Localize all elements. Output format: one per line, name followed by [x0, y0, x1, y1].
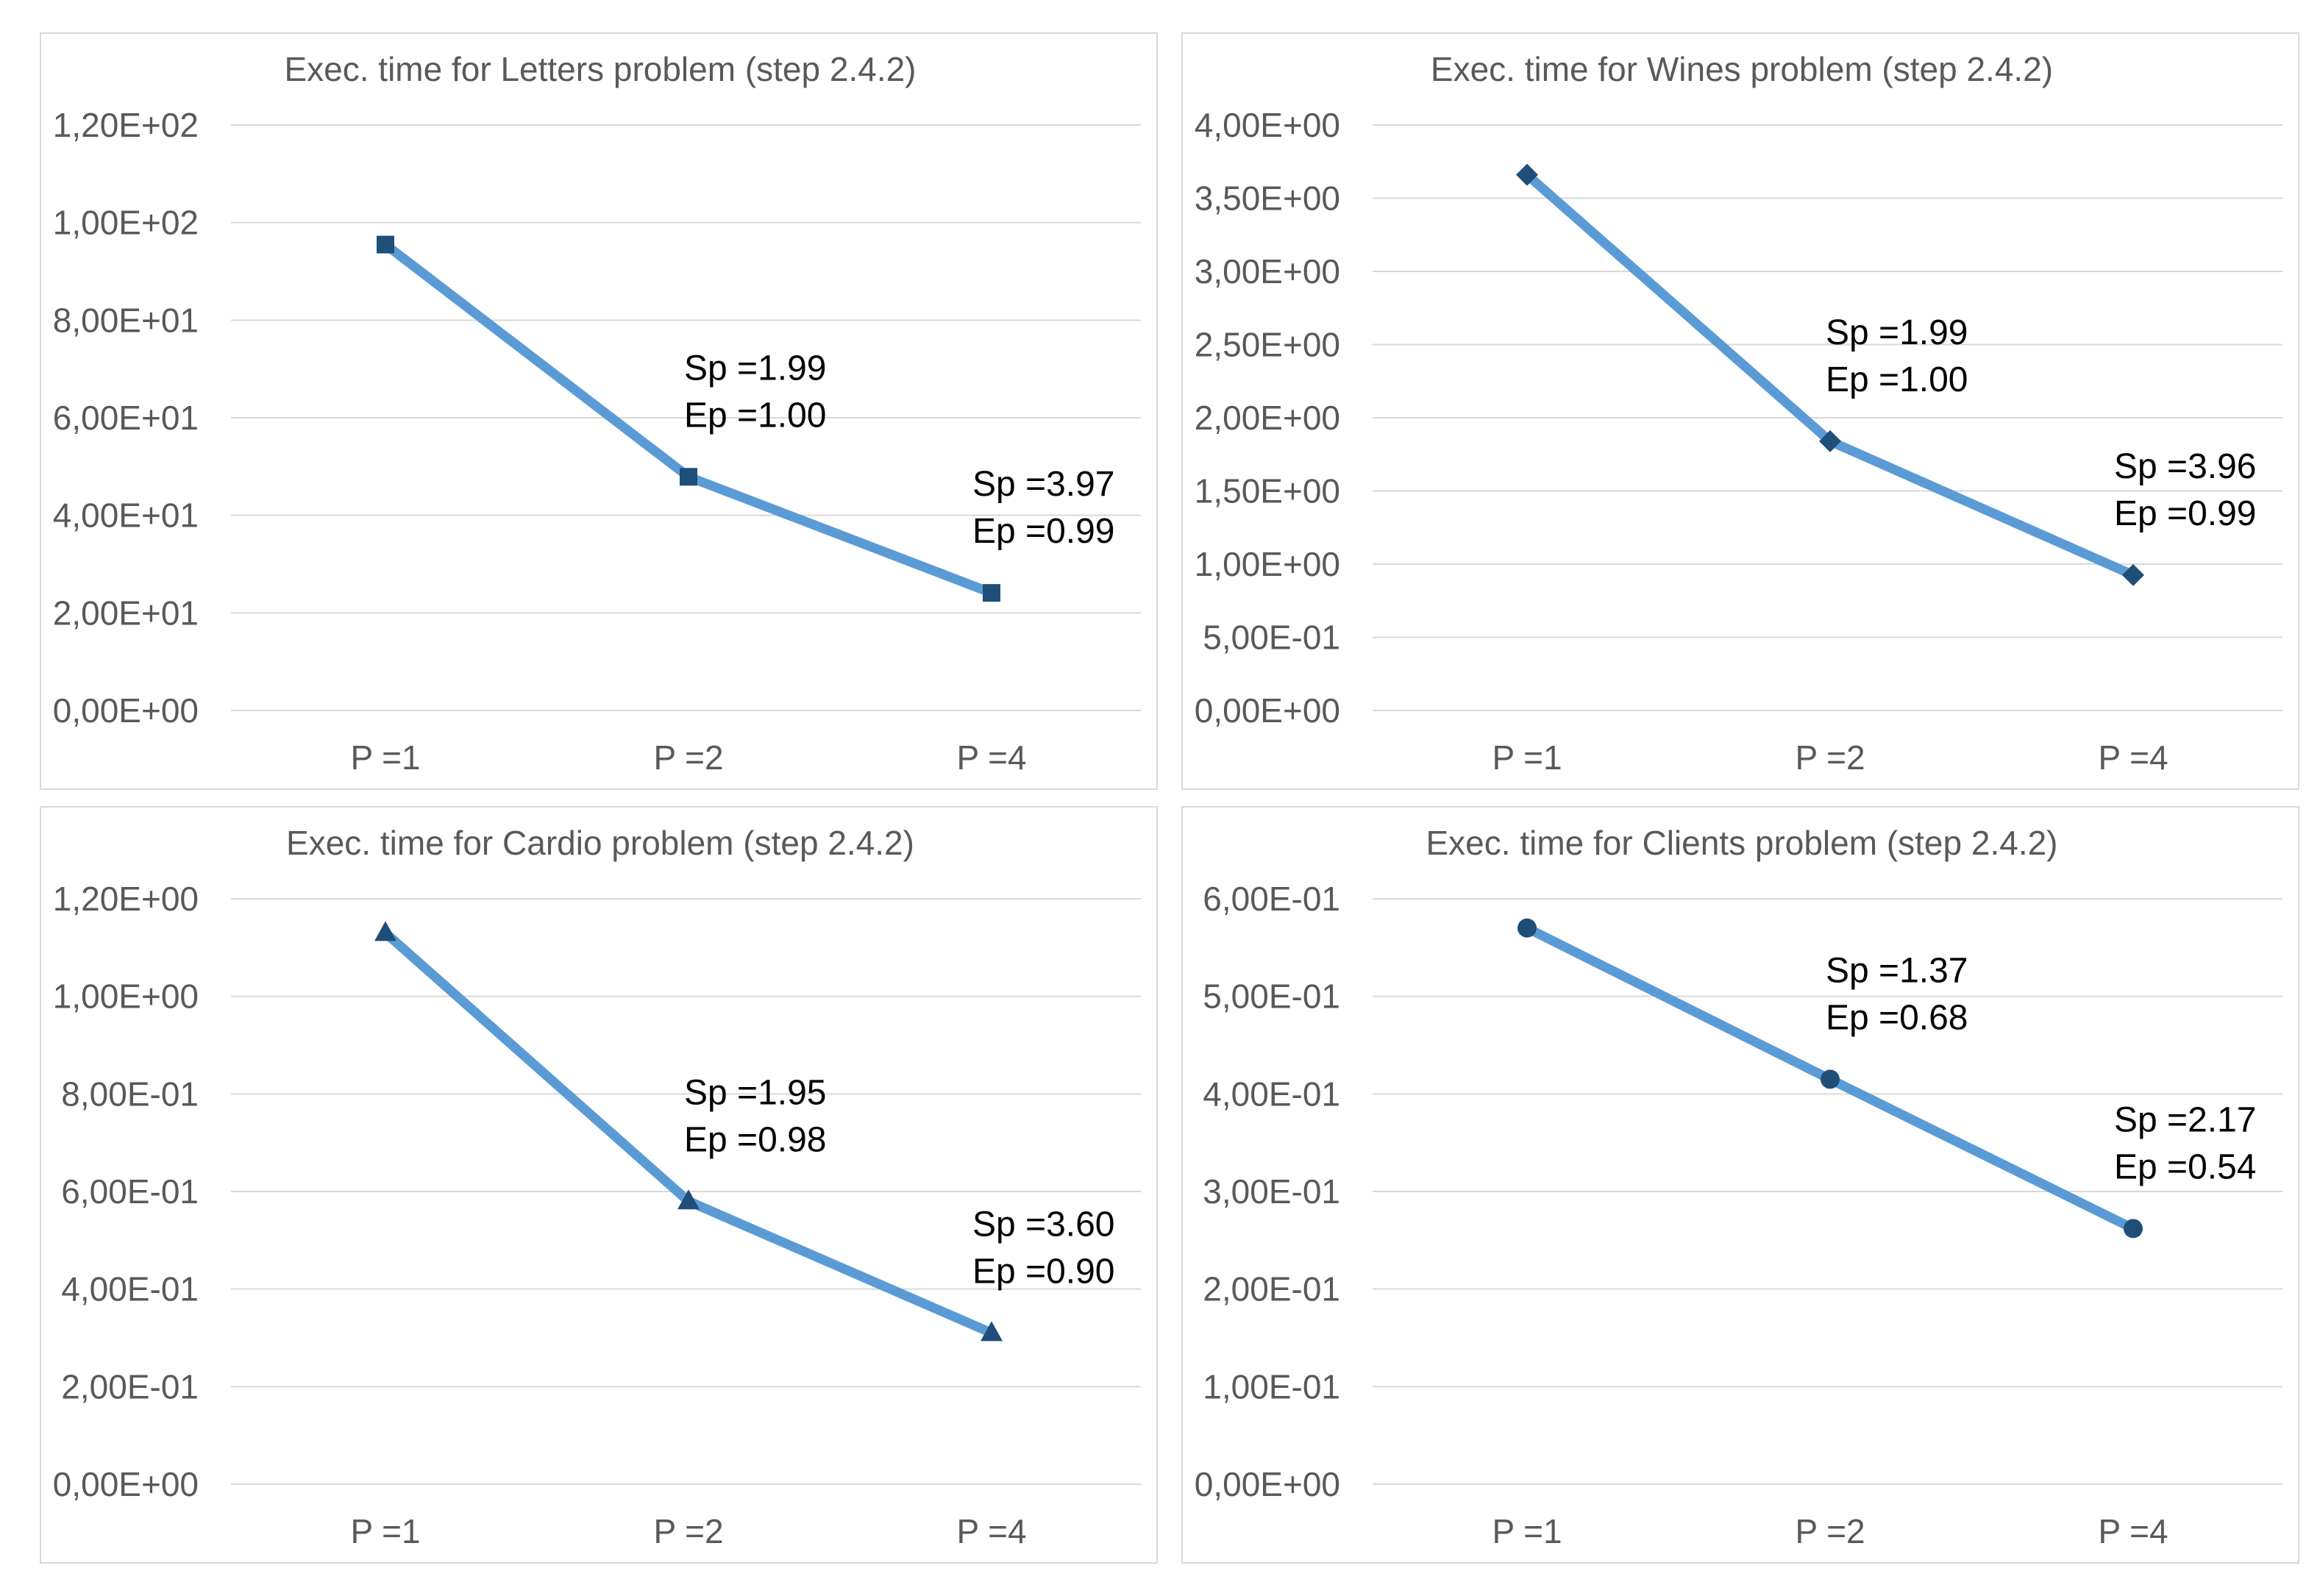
speedup-label: Sp =1.99 [684, 349, 827, 388]
x-tick-label: P =1 [350, 1512, 420, 1550]
y-tick-label: 2,00E-01 [1203, 1270, 1340, 1308]
x-tick-label: P =4 [956, 738, 1026, 777]
efficiency-label: Ep =0.90 [972, 1252, 1115, 1291]
y-tick-label: 5,00E-01 [1203, 619, 1340, 657]
y-tick-label: 6,00E-01 [61, 1172, 199, 1211]
x-tick-label: P =4 [956, 1512, 1026, 1550]
x-tick-label: P =1 [1492, 1512, 1562, 1550]
speedup-label: Sp =1.95 [684, 1073, 827, 1112]
data-point-marker [680, 468, 697, 486]
x-tick-label: P =1 [350, 738, 420, 777]
y-tick-label: 1,00E+02 [53, 204, 199, 242]
data-point-marker [981, 1321, 1003, 1342]
chart-panel-clients: Exec. time for Clients problem (step 2.4… [1181, 806, 2299, 1564]
y-tick-label: 5,00E-01 [1203, 977, 1340, 1016]
chart-title: Exec. time for Clients problem (step 2.4… [1426, 824, 2058, 862]
y-tick-label: 6,00E+01 [53, 399, 199, 437]
data-point-marker [2124, 1219, 2143, 1239]
y-tick-label: 8,00E-01 [61, 1075, 199, 1113]
efficiency-label: Ep =0.98 [684, 1120, 827, 1159]
y-tick-label: 4,00E+00 [1195, 106, 1340, 144]
efficiency-label: Ep =0.99 [2114, 494, 2257, 533]
speedup-label: Sp =3.60 [972, 1205, 1115, 1244]
data-point-marker [1821, 1069, 1840, 1089]
chart-panel-letters: Exec. time for Letters problem (step 2.4… [40, 32, 1158, 790]
data-point-marker [374, 921, 396, 941]
x-tick-label: P =2 [653, 1512, 723, 1550]
speedup-label: Sp =1.37 [1826, 951, 1968, 990]
x-tick-label: P =4 [2098, 1512, 2168, 1550]
speedup-label: Sp =1.99 [1826, 313, 1968, 352]
y-tick-label: 1,20E+00 [53, 880, 199, 918]
x-tick-label: P =1 [1492, 738, 1562, 777]
efficiency-label: Ep =1.00 [1826, 360, 1968, 399]
x-tick-label: P =4 [2098, 738, 2168, 777]
chart-title: Exec. time for Wines problem (step 2.4.2… [1431, 50, 2053, 88]
y-tick-label: 1,20E+02 [53, 106, 199, 144]
y-tick-label: 6,00E-01 [1203, 880, 1340, 918]
y-tick-label: 3,00E-01 [1203, 1172, 1340, 1211]
data-point-marker [1516, 163, 1538, 186]
speedup-label: Sp =2.17 [2114, 1100, 2257, 1139]
chart-letters: Exec. time for Letters problem (step 2.4… [53, 50, 1141, 777]
efficiency-label: Ep =0.99 [972, 512, 1115, 551]
y-tick-label: 2,00E+01 [53, 594, 199, 632]
y-tick-label: 3,00E+00 [1195, 252, 1340, 291]
efficiency-label: Ep =0.54 [2114, 1147, 2257, 1186]
y-tick-label: 3,50E+00 [1195, 179, 1340, 218]
y-tick-label: 2,50E+00 [1195, 326, 1340, 364]
x-tick-label: P =2 [653, 738, 723, 777]
data-point-marker [1819, 430, 1841, 452]
y-tick-label: 0,00E+00 [1195, 1465, 1340, 1503]
efficiency-label: Ep =0.68 [1826, 998, 1968, 1037]
y-tick-label: 4,00E-01 [61, 1270, 199, 1308]
chart-panel-cardio: Exec. time for Cardio problem (step 2.4.… [40, 806, 1158, 1564]
speedup-label: Sp =3.96 [2114, 447, 2257, 486]
y-tick-label: 0,00E+00 [53, 691, 199, 730]
chart-cardio: Exec. time for Cardio problem (step 2.4.… [53, 824, 1141, 1550]
efficiency-label: Ep =1.00 [684, 396, 827, 435]
y-tick-label: 1,50E+00 [1195, 472, 1340, 510]
y-tick-label: 0,00E+00 [53, 1465, 199, 1503]
y-tick-label: 1,00E+00 [53, 977, 199, 1016]
data-point-marker [983, 584, 1000, 602]
chart-title: Exec. time for Letters problem (step 2.4… [284, 50, 916, 88]
y-tick-label: 8,00E+01 [53, 301, 199, 339]
x-tick-label: P =2 [1795, 1512, 1865, 1550]
x-tick-label: P =2 [1795, 738, 1865, 777]
y-tick-label: 4,00E-01 [1203, 1075, 1340, 1113]
y-tick-label: 2,00E+00 [1195, 399, 1340, 437]
y-tick-label: 0,00E+00 [1195, 691, 1340, 730]
y-tick-label: 4,00E+01 [53, 496, 199, 535]
speedup-label: Sp =3.97 [972, 465, 1115, 504]
chart-title: Exec. time for Cardio problem (step 2.4.… [286, 824, 914, 862]
chart-wines: Exec. time for Wines problem (step 2.4.2… [1195, 50, 2282, 777]
y-tick-label: 1,00E-01 [1203, 1367, 1340, 1406]
data-point-marker [677, 1189, 700, 1210]
chart-panel-wines: Exec. time for Wines problem (step 2.4.2… [1181, 32, 2299, 790]
data-point-marker [377, 235, 394, 254]
data-point-marker [1517, 918, 1537, 938]
y-tick-label: 2,00E-01 [61, 1367, 199, 1406]
y-tick-label: 1,00E+00 [1195, 545, 1340, 583]
data-point-marker [2122, 563, 2144, 586]
chart-clients: Exec. time for Clients problem (step 2.4… [1195, 824, 2282, 1550]
